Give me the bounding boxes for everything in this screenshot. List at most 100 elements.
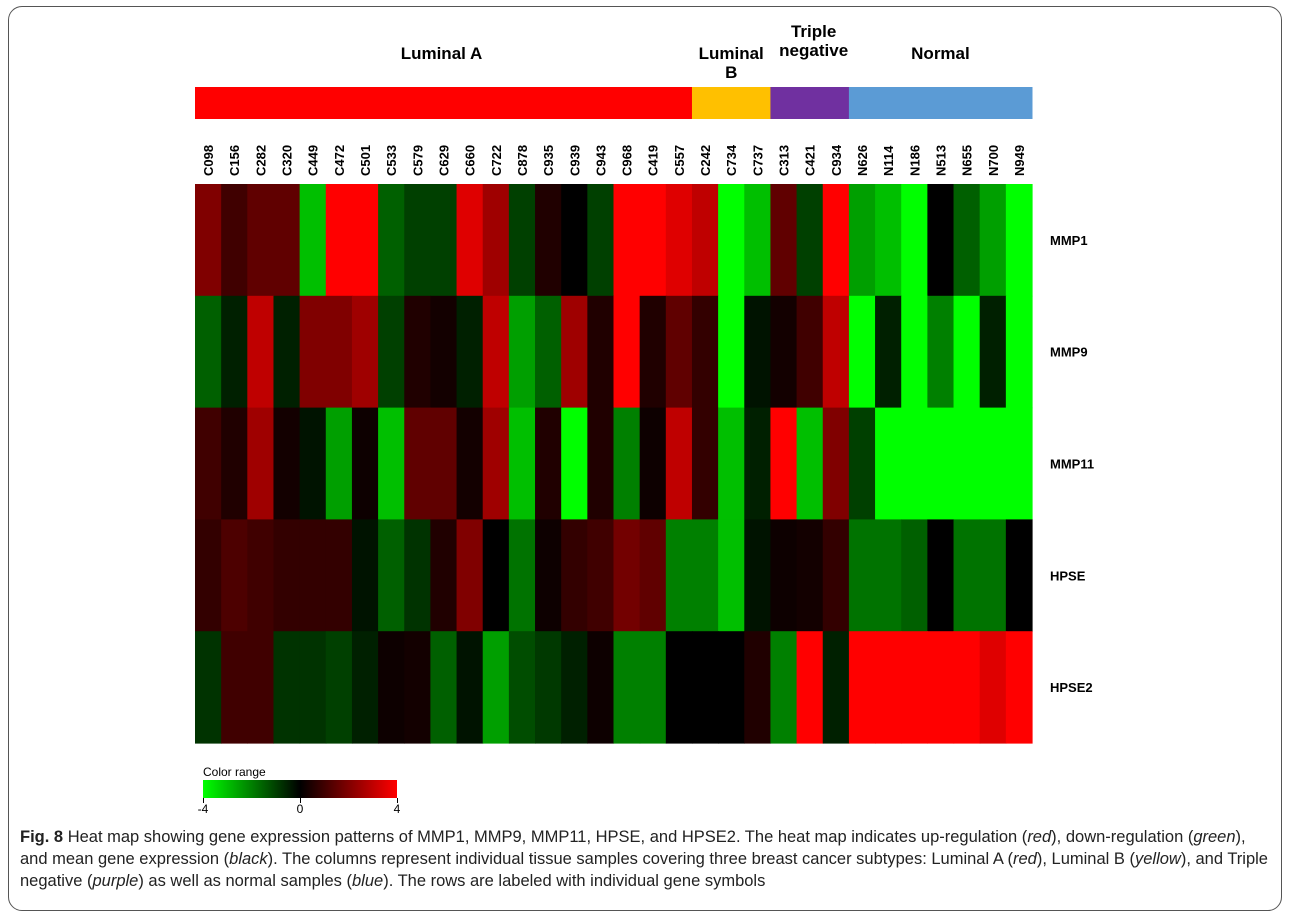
- group-bar-2: [770, 87, 850, 119]
- heat-cell: [822, 184, 850, 297]
- heat-cell: [587, 184, 615, 297]
- column-label: C533: [384, 145, 399, 176]
- caption-yellow: yellow: [1134, 850, 1181, 868]
- group-label-1: Luminal B: [698, 44, 764, 82]
- heat-cell: [691, 631, 719, 744]
- heat-cell: [273, 631, 301, 744]
- heat-cell: [665, 631, 693, 744]
- heat-cell: [796, 407, 824, 520]
- group-bar-0: [195, 87, 693, 119]
- row-label: MMP9: [1050, 345, 1088, 360]
- heat-cell: [953, 519, 981, 632]
- heat-cell: [875, 631, 902, 744]
- heatmap-chart: C098 C156 C282 C320 C449 C472 C501 C533 C579 C629…: [195, 87, 1094, 744]
- color-range-tick-label: -4: [197, 802, 209, 816]
- heat-cell: [195, 295, 222, 409]
- heat-cell: [1005, 519, 1033, 632]
- column-label: C943: [593, 145, 608, 176]
- heat-cell: [718, 407, 745, 520]
- heat-cell: [351, 407, 379, 520]
- heat-cell: [639, 407, 667, 520]
- heat-cell: [718, 184, 745, 297]
- heat-cell: [561, 407, 588, 520]
- row-label: HPSE: [1050, 568, 1086, 583]
- heat-cell: [822, 519, 850, 632]
- column-label: C557: [672, 145, 687, 176]
- caption-blue: blue: [352, 872, 384, 890]
- heat-cell: [718, 631, 745, 744]
- heat-cell: [299, 184, 327, 297]
- column-label: C935: [541, 145, 556, 176]
- column-label: N949: [1012, 145, 1027, 176]
- color-range-tick-label: 4: [393, 802, 401, 816]
- heat-cell: [325, 519, 353, 632]
- heat-cell: [430, 295, 458, 409]
- row-label: MMP1: [1050, 233, 1088, 248]
- heat-cell: [430, 407, 458, 520]
- heat-cell: [404, 184, 432, 297]
- heat-cell: [195, 631, 222, 744]
- group-bar-3: [848, 87, 1033, 119]
- heat-cell: [979, 519, 1007, 632]
- heat-cell: [691, 184, 719, 297]
- row-label: HPSE2: [1050, 680, 1093, 695]
- caption-text-8: ). The rows are labeled with individual …: [383, 872, 766, 890]
- heat-cell: [875, 184, 902, 297]
- heat-cell: [325, 631, 353, 744]
- heat-cell: [770, 631, 798, 744]
- heat-cell: [665, 295, 693, 409]
- heat-cell: [482, 184, 510, 297]
- column-label: N655: [960, 145, 975, 176]
- heat-cell: [430, 184, 458, 297]
- column-label: C313: [777, 145, 792, 176]
- heat-cell: [822, 407, 850, 520]
- figure-caption: Fig. 8 Heat map showing gene expression …: [20, 826, 1272, 892]
- heat-cell: [195, 407, 222, 520]
- caption-red: red: [1027, 828, 1052, 846]
- caption-text-5: ), Luminal B (: [1036, 850, 1135, 868]
- heat-cell: [456, 295, 484, 409]
- heat-cell: [901, 295, 928, 409]
- column-label: C472: [332, 145, 347, 176]
- caption-text-3: ), and mean gene expression (: [20, 828, 1246, 868]
- heat-cell: [613, 295, 641, 409]
- heat-cell: [508, 407, 536, 520]
- heat-cell: [535, 407, 562, 520]
- heat-cell: [927, 519, 955, 632]
- column-label: C098: [201, 145, 216, 176]
- heat-cell: [744, 184, 772, 297]
- heat-cell: [221, 407, 248, 520]
- row-label: MMP11: [1050, 457, 1094, 472]
- heat-cell: [404, 631, 432, 744]
- heat-cell: [639, 631, 667, 744]
- heat-cell: [927, 631, 955, 744]
- heat-cell: [901, 519, 928, 632]
- heat-cell: [456, 519, 484, 632]
- heat-cell: [665, 519, 693, 632]
- heat-cell: [325, 407, 353, 520]
- heat-cell: [508, 184, 536, 297]
- heat-cell: [299, 631, 327, 744]
- heat-cell: [848, 519, 876, 632]
- heat-cell: [718, 295, 745, 409]
- heat-cell: [639, 519, 667, 632]
- heat-cell: [875, 407, 902, 520]
- heat-cell: [1005, 295, 1033, 409]
- heat-cell: [901, 184, 928, 297]
- column-label: C934: [829, 144, 844, 176]
- column-label: C501: [358, 145, 373, 176]
- heat-cell: [299, 519, 327, 632]
- column-label: C242: [698, 145, 713, 176]
- heat-cell: [535, 184, 562, 297]
- heat-cell: [247, 631, 275, 744]
- color-range-tick: [397, 798, 398, 803]
- heat-cell: [404, 519, 432, 632]
- heat-cell: [299, 407, 327, 520]
- heat-cell: [247, 519, 275, 632]
- column-label: C722: [489, 145, 504, 176]
- heat-cell: [822, 295, 850, 409]
- heat-cell: [613, 407, 641, 520]
- heat-cell: [796, 631, 824, 744]
- column-label: N114: [881, 145, 896, 176]
- column-label: N700: [986, 145, 1001, 176]
